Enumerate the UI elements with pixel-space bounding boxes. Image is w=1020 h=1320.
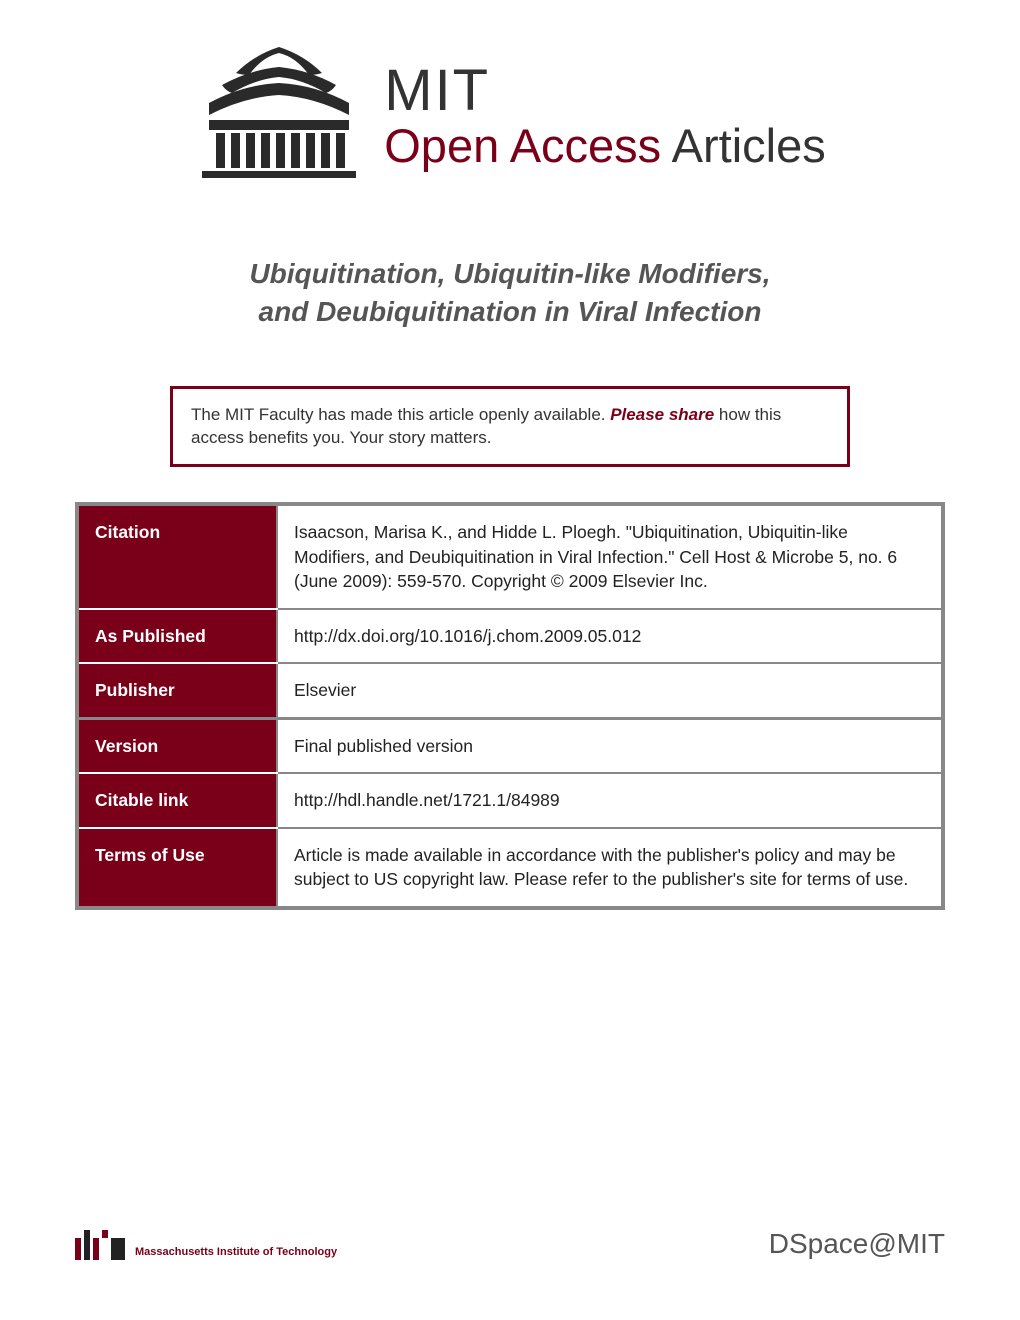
as-published-value[interactable]: http://dx.doi.org/10.1016/j.chom.2009.05… (277, 609, 943, 664)
open-access-label: Open Access (384, 119, 661, 172)
table-row: Version Final published version (77, 718, 943, 773)
publisher-value: Elsevier (277, 663, 943, 718)
citation-value: Isaacson, Marisa K., and Hidde L. Ploegh… (277, 504, 943, 609)
footer: Massachusetts Institute of Technology DS… (75, 1228, 945, 1260)
article-title: Ubiquitination, Ubiquitin-like Modifiers… (100, 255, 920, 331)
mit-bars-icon (75, 1230, 125, 1260)
open-access-line: Open Access Articles (384, 120, 825, 172)
citable-link-value[interactable]: http://hdl.handle.net/1721.1/84989 (277, 773, 943, 828)
articles-label: Articles (661, 119, 826, 172)
table-row: Citation Isaacson, Marisa K., and Hidde … (77, 504, 943, 609)
metadata-table: Citation Isaacson, Marisa K., and Hidde … (75, 502, 945, 910)
title-line-1: Ubiquitination, Ubiquitin-like Modifiers… (249, 258, 770, 289)
mit-footer-logo: Massachusetts Institute of Technology (75, 1230, 337, 1260)
terms-value: Article is made available in accordance … (277, 828, 943, 908)
table-row: As Published http://dx.doi.org/10.1016/j… (77, 609, 943, 664)
version-label: Version (77, 718, 277, 773)
citable-link-label: Citable link (77, 773, 277, 828)
mit-dome-icon (194, 45, 364, 180)
as-published-label: As Published (77, 609, 277, 664)
logo-text-block: MIT Open Access Articles (384, 62, 825, 180)
citation-label: Citation (77, 504, 277, 609)
dspace-label: DSpace@MIT (769, 1228, 945, 1260)
mit-label: MIT (384, 62, 825, 120)
title-line-2: and Deubiquitination in Viral Infection (259, 296, 762, 327)
share-text-before: The MIT Faculty has made this article op… (191, 405, 610, 424)
table-row: Publisher Elsevier (77, 663, 943, 718)
publisher-label: Publisher (77, 663, 277, 718)
header-logo: MIT Open Access Articles (0, 0, 1020, 180)
version-value: Final published version (277, 718, 943, 773)
table-row: Terms of Use Article is made available i… (77, 828, 943, 908)
table-row: Citable link http://hdl.handle.net/1721.… (77, 773, 943, 828)
mit-footer-text: Massachusetts Institute of Technology (135, 1246, 337, 1260)
article-title-section: Ubiquitination, Ubiquitin-like Modifiers… (0, 255, 1020, 331)
please-share-link[interactable]: Please share (610, 405, 714, 424)
share-box: The MIT Faculty has made this article op… (170, 386, 850, 468)
terms-label: Terms of Use (77, 828, 277, 908)
